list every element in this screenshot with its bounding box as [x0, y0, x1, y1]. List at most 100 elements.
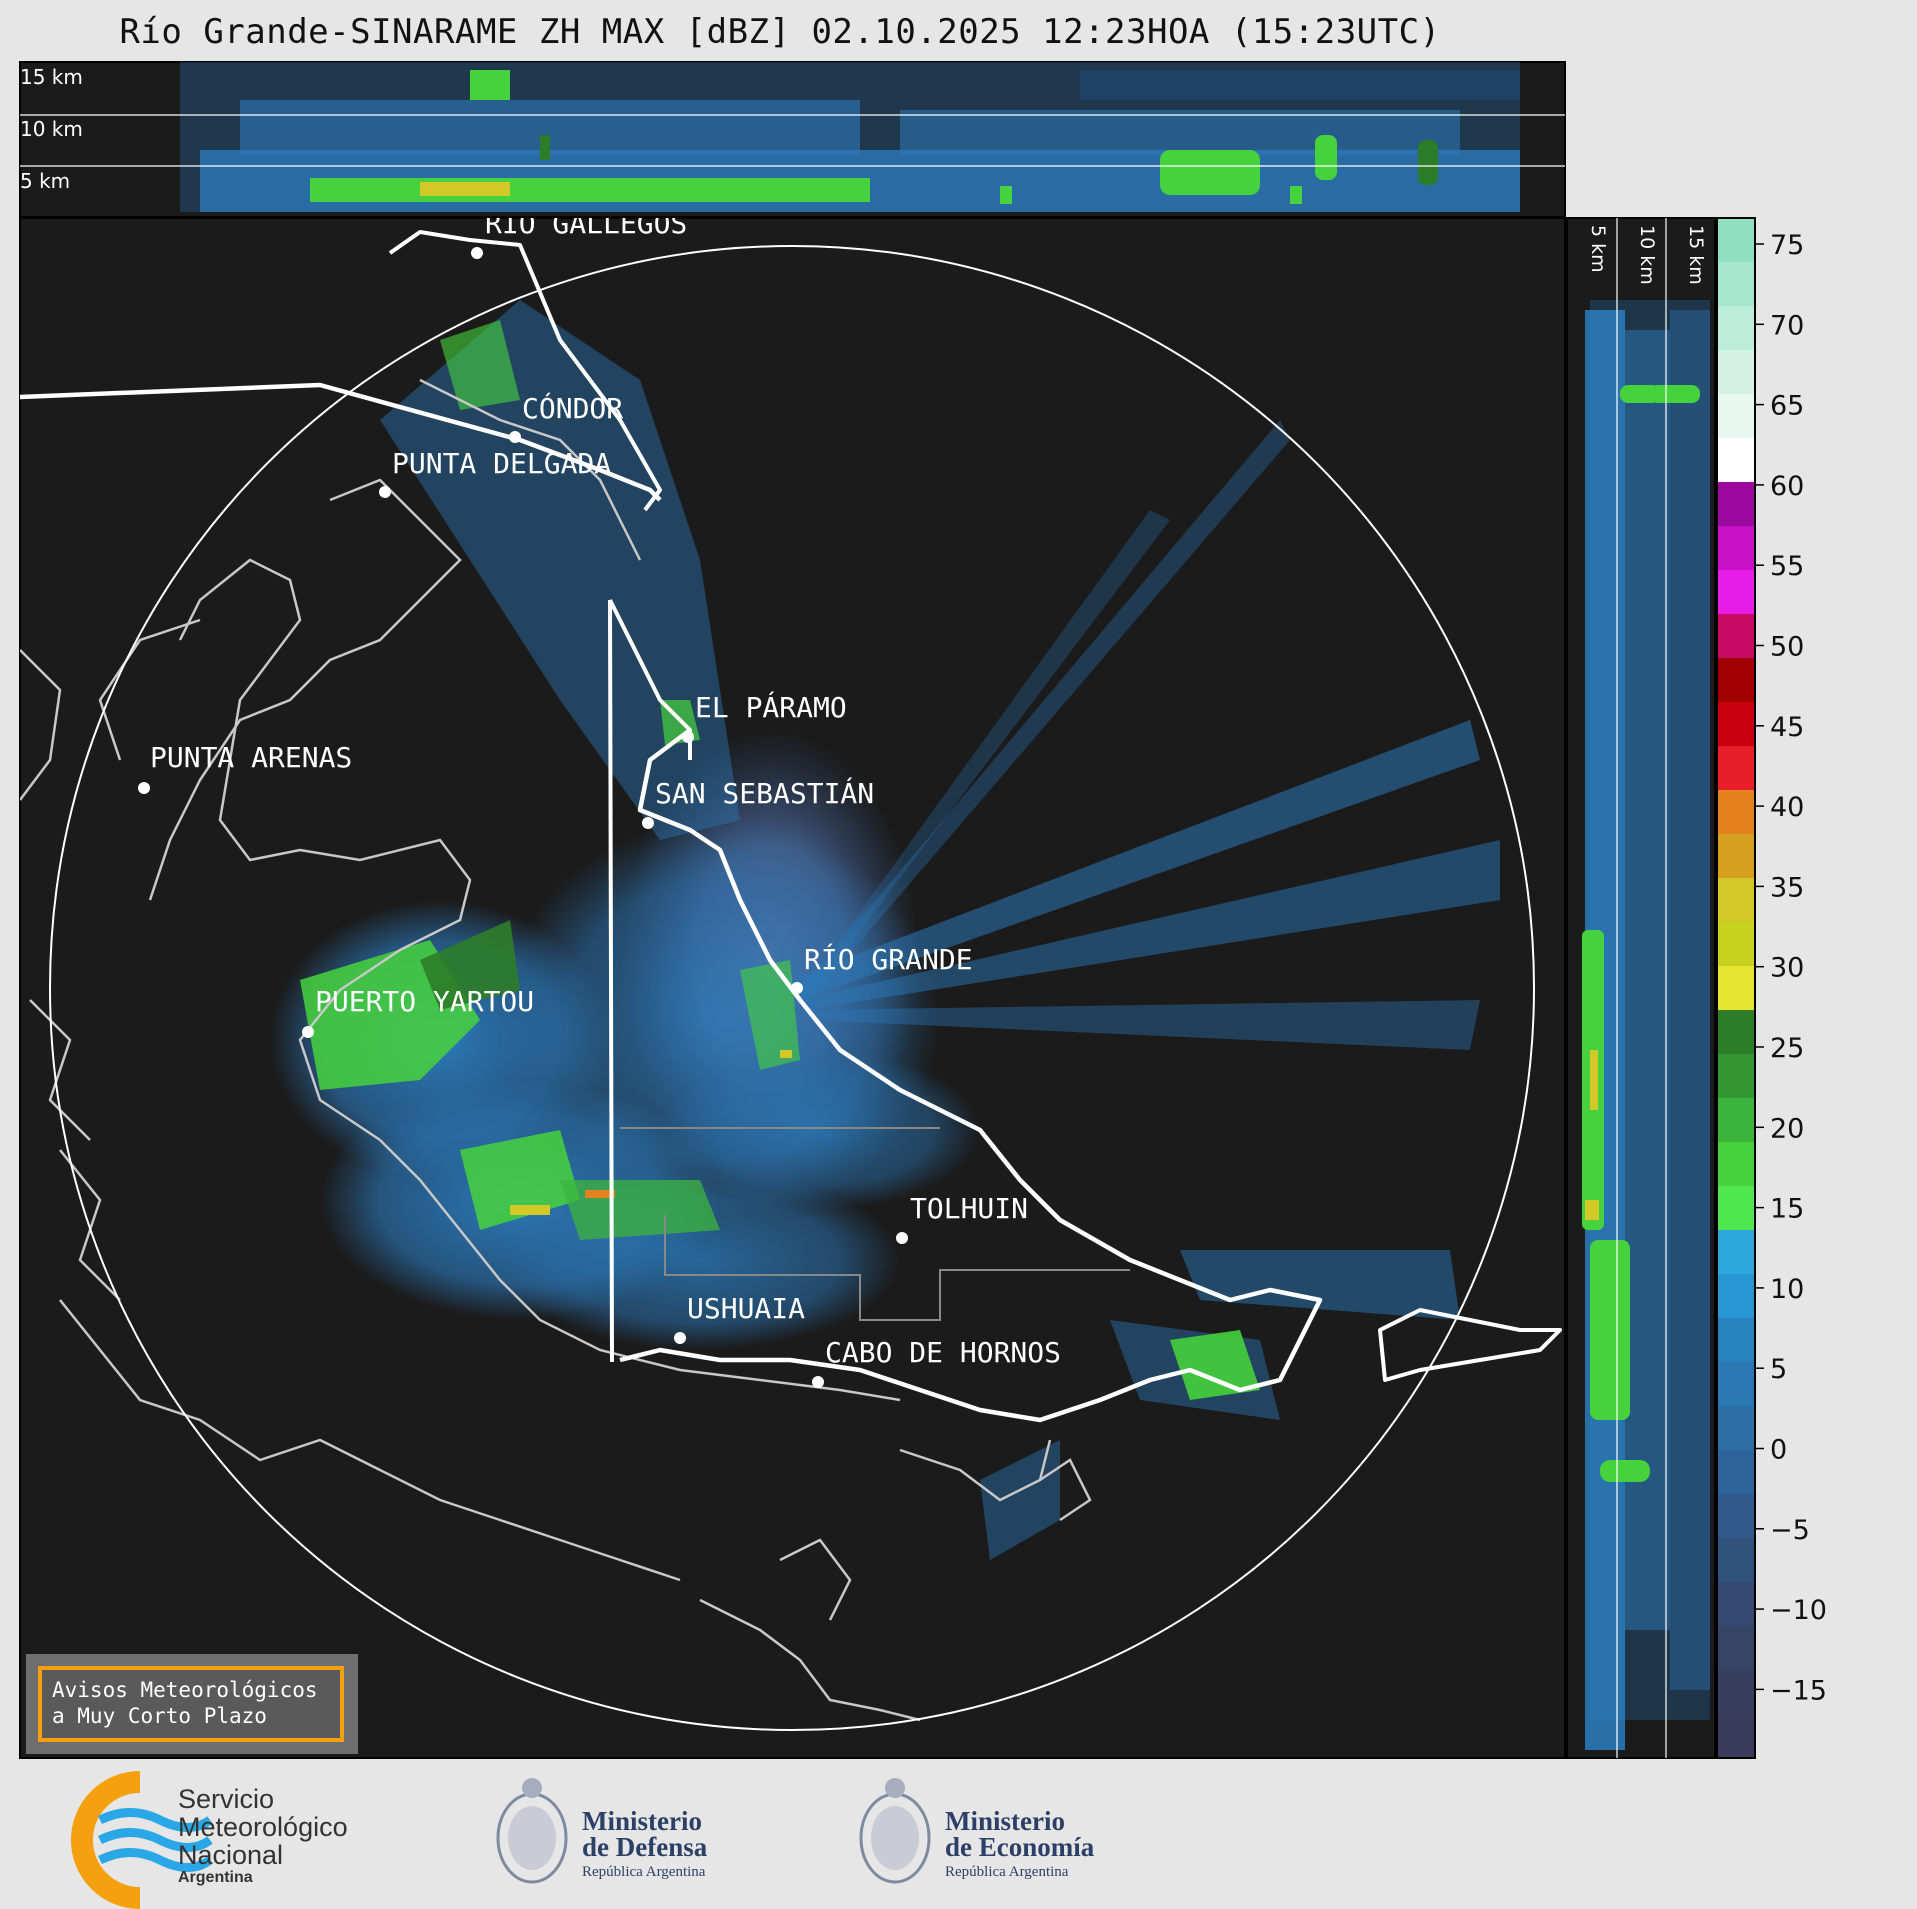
main-radar-map: RÍO GALLEGOS CÓNDOR PUNTA DELGADA EL PÁRAMO…	[19, 206, 1566, 1759]
colorbar-tick-label: 30	[1770, 953, 1804, 984]
colorbar-segment	[1717, 1362, 1755, 1407]
colorbar-segment	[1717, 306, 1755, 351]
smn-line-2: Meteorológico	[178, 1812, 348, 1842]
colorbar-segment	[1717, 1010, 1755, 1055]
place-label: TOLHUIN	[910, 1192, 1028, 1225]
place-label: CABO DE HORNOS	[825, 1336, 1061, 1369]
place-marker	[896, 1232, 908, 1244]
map-title: Río Grande-SINARAME ZH MAX [dBZ] 02.10.2…	[119, 12, 1441, 52]
smn-logo: Servicio Meteorológico Nacional Argentin…	[71, 1771, 348, 1909]
colorbar-segment	[1717, 482, 1755, 527]
colorbar-tick-label: 65	[1770, 391, 1804, 422]
colorbar-segment	[1717, 570, 1755, 615]
place-marker	[682, 731, 694, 743]
place-label: RÍO GALLEGOS	[485, 206, 687, 240]
colorbar-tick-label: 75	[1770, 230, 1804, 261]
colorbar-tick-label: 50	[1770, 632, 1804, 663]
notice-line-1: Avisos Meteorológicos	[52, 1678, 318, 1702]
colorbar-segments	[1717, 218, 1755, 1759]
side-label-5km: 5 km	[1587, 225, 1609, 273]
place-marker	[138, 782, 150, 794]
place-label: SAN SEBASTIÁN	[655, 776, 874, 810]
colorbar-tick-label: −15	[1770, 1675, 1827, 1706]
colorbar-segment	[1717, 1186, 1755, 1231]
economia-logo: Ministerio de Economía República Argenti…	[859, 1778, 1095, 1884]
notice-box: Avisos Meteorológicos a Muy Corto Plazo	[26, 1654, 358, 1754]
colorbar-tick-label: −10	[1770, 1595, 1827, 1626]
smn-line-1: Servicio	[178, 1784, 274, 1814]
places-layer: RÍO GALLEGOS CÓNDOR PUNTA DELGADA EL PÁRAMO…	[138, 206, 1061, 1388]
defensa-line-1: Ministerio	[582, 1806, 702, 1836]
top-height-panel: 15 km 10 km 5 km	[19, 61, 1566, 218]
colorbar-segment	[1717, 1670, 1755, 1715]
colorbar-tick-label: 20	[1770, 1113, 1804, 1144]
top-label-15km: 15 km	[20, 65, 83, 89]
defensa-line-3: República Argentina	[582, 1864, 706, 1880]
place-marker	[812, 1376, 824, 1388]
place-label: RÍO GRANDE	[804, 942, 973, 976]
place-marker	[302, 1026, 314, 1038]
place-label: CÓNDOR	[522, 391, 623, 425]
border-layer	[20, 230, 1562, 1423]
colorbar-tick-label: 25	[1770, 1033, 1804, 1064]
colorbar-segment	[1717, 614, 1755, 659]
side-label-10km: 10 km	[1636, 225, 1658, 285]
colorbar-segment	[1717, 1318, 1755, 1363]
side-height-panel: 5 km 10 km 15 km	[1566, 217, 1716, 1759]
colorbar-tick-label: 35	[1770, 872, 1804, 903]
place-marker	[509, 431, 521, 443]
colorbar-segment	[1717, 1406, 1755, 1451]
colorbar-segment	[1717, 746, 1755, 791]
colorbar-segment	[1717, 790, 1755, 835]
colorbar-tick-label: 45	[1770, 712, 1804, 743]
economia-line-3: República Argentina	[945, 1864, 1069, 1880]
colorbar-tick-label: 15	[1770, 1194, 1804, 1225]
colorbar-segment	[1717, 658, 1755, 703]
place-marker	[471, 247, 483, 259]
colorbar-tick-label: 5	[1770, 1354, 1787, 1385]
economia-line-1: Ministerio	[945, 1806, 1065, 1836]
smn-line-3: Nacional	[178, 1840, 283, 1870]
coastline-layer	[20, 378, 1092, 1722]
place-marker	[379, 486, 391, 498]
colorbar-segment	[1717, 262, 1755, 307]
colorbar-segment	[1717, 1274, 1755, 1319]
top-label-10km: 10 km	[20, 117, 83, 141]
place-label: EL PÁRAMO	[695, 690, 847, 724]
colorbar-segment	[1717, 526, 1755, 571]
colorbar-tick-label: −5	[1770, 1515, 1810, 1546]
colorbar-tick-label: 10	[1770, 1274, 1804, 1305]
inner-border-layer	[620, 1127, 1130, 1321]
top-label-5km: 5 km	[20, 169, 70, 193]
colorbar-segment	[1717, 218, 1755, 263]
place-label: PUNTA ARENAS	[150, 741, 352, 774]
defensa-line-2: de Defensa	[582, 1832, 708, 1862]
range-ring	[49, 245, 1535, 1731]
colorbar-segment	[1717, 966, 1755, 1011]
smn-line-4: Argentina	[178, 1869, 253, 1886]
colorbar-tick-label: 60	[1770, 471, 1804, 502]
colorbar-segment	[1717, 350, 1755, 395]
colorbar-tick-label: 70	[1770, 310, 1804, 341]
place-marker	[674, 1332, 686, 1344]
colorbar-segment	[1717, 834, 1755, 879]
colorbar-segment	[1717, 878, 1755, 923]
economia-line-2: de Economía	[945, 1832, 1095, 1862]
notice-line-2: a Muy Corto Plazo	[52, 1704, 267, 1728]
colorbar-segment	[1717, 702, 1755, 747]
place-label: PUERTO YARTOU	[315, 985, 534, 1018]
place-label: USHUAIA	[687, 1292, 805, 1325]
colorbar-segment	[1717, 1230, 1755, 1275]
place-marker	[791, 982, 803, 994]
colorbar-tick-label: 55	[1770, 551, 1804, 582]
colorbar-tick-label: 0	[1770, 1435, 1787, 1466]
colorbar-segment	[1717, 1098, 1755, 1143]
colorbar-segment	[1717, 438, 1755, 483]
colorbar-segment	[1717, 1054, 1755, 1099]
place-label: PUNTA DELGADA	[392, 447, 611, 480]
smn-logo-mark	[71, 1771, 141, 1909]
colorbar-segment	[1717, 1626, 1755, 1671]
